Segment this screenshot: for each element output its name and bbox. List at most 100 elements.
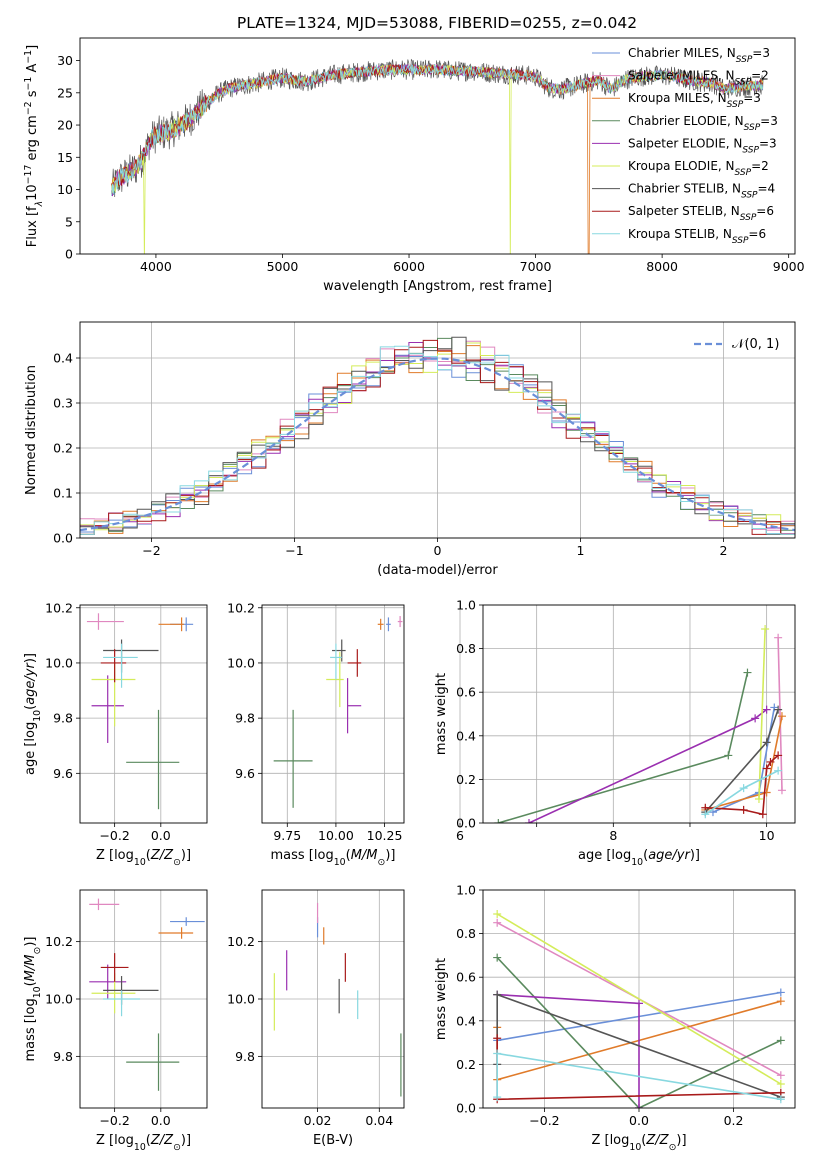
x-tick-label: 9000 [773,259,805,274]
y-tick-label: 0.2 [456,772,476,787]
series-line [758,628,766,800]
y-tick-label: 0.3 [53,396,73,411]
series-line [498,672,749,823]
spectrum-legend: Chabrier MILES, NSSP=3 Salpeter MILES, NS… [592,46,778,246]
x-axis-label: E(B-V) [313,1133,353,1148]
x-tick-label: 0.0 [151,1113,171,1128]
errorbar-point-chabrier-miles [386,617,391,632]
x-axis-label: (data-model)/error [377,563,498,578]
y-tick-label: 1.0 [456,598,476,613]
y-tick-label: 9.8 [235,1049,255,1064]
y-tick-label: 1.0 [456,883,476,898]
x-tick-label: 7000 [520,259,552,274]
spectrum-line-chabrier-miles [111,63,764,195]
x-tick-label: 1 [577,543,585,558]
y-tick-label: 0.8 [456,926,476,941]
x-tick-label: 0.0 [629,1113,649,1128]
spectrum-panel: 4000 5000 6000 7000 8000 9000 0 5 10 15 20 25 30 wave… [23,37,805,294]
x-axis-label: age [log10(age/yr)] [578,848,700,868]
x-tick-label: 0.2 [724,1113,744,1128]
histogram-step-kroupa-stelib [80,345,795,535]
legend-entry: Salpeter MILES, NSSP=2 [628,69,769,88]
y-tick-label: 0.4 [456,728,476,743]
y-axis-label: mass weight [434,958,449,1040]
y-tick-label: 10.2 [45,600,73,615]
plot-area [111,58,764,254]
series-marker [774,766,783,775]
errorbar-point-chabrier-stelib [332,639,346,662]
y-tick-label: 0.2 [456,1057,476,1072]
series-marker [751,714,760,723]
y-tick-label: 0.2 [53,441,73,456]
series-marker [754,795,763,804]
x-tick-label: −2 [142,543,160,558]
x-tick-label: 9.75 [273,828,301,843]
y-tick-label: 0.0 [456,1101,476,1116]
series-marker [493,1049,502,1058]
x-axis-label: wavelength [Angstrom, rest frame] [323,279,552,294]
y-tick-label: 9.8 [53,1049,73,1064]
line-series-kroupa-miles [701,712,786,814]
series-marker [701,810,710,819]
plot-area [493,909,785,1108]
plot-area [80,336,795,535]
x-tick-label: 8000 [646,259,678,274]
x-axis-label: mass [log10(M/M⊙)] [271,848,396,868]
axes-frame [261,604,405,824]
x-tick-label: 0.0 [151,828,171,843]
plot-area [89,898,205,1091]
legend-entry: Salpeter ELODIE, NSSP=3 [628,136,777,155]
axes-frame [482,604,796,824]
series-marker [494,819,503,823]
errorbar-point-chabrier-stelib [103,639,159,673]
x-tick-label: −0.2 [529,1113,559,1128]
y-tick-label: 30 [57,53,73,68]
y-axis-label: mass weight [434,673,449,755]
x-tick-label: −0.2 [99,1113,129,1128]
series-marker [776,1036,785,1045]
series-marker [776,1095,785,1104]
figure-title: PLATE=1324, MJD=53088, FIBERID=0255, z=0… [237,14,637,32]
series-marker [776,1080,785,1089]
errorbar-point-salpeter-elodie [346,678,362,734]
y-tick-label: 0.6 [456,970,476,985]
legend-entry: 𝒩(0, 1) [732,337,779,352]
line-series-kroupa-elodie [493,909,785,1089]
series-marker [758,810,767,819]
legend-entry: Chabrier STELIB, NSSP=4 [628,182,775,201]
x-tick-label: 10 [759,828,775,843]
series-marker [762,705,771,714]
y-tick-label: 10.0 [227,992,255,1007]
errorbar-point-chabrier-elodie [273,709,313,808]
y-axis-label: age [log10(age/yr)] [23,653,43,775]
series-marker [774,705,783,714]
mass-vs-ebv-panel: 0.02 0.04 9.8 10.0 10.2 E(B-V) [227,889,405,1148]
massweight-vs-age-panel: 6 8 10 0.0 0.2 0.4 0.6 0.8 1.0 age [log10(age/yr)… [434,598,796,868]
y-tick-label: 10.2 [227,600,255,615]
y-tick-label: 0.0 [456,816,476,831]
y-tick-label: 10 [57,182,73,197]
series-line [496,957,782,1108]
series-line [496,913,782,1085]
legend-entry: Chabrier MILES, NSSP=3 [628,46,770,65]
x-tick-label: 0.04 [365,1113,393,1128]
line-series-salpeter-stelib [701,751,783,819]
series-marker [776,1071,785,1080]
spectrum-line-chabrier-elodie [111,64,763,195]
spectrum-line-salpeter-elodie [111,63,763,197]
errorbar-point-chabrier-miles [170,917,205,926]
legend-entry: Kroupa STELIB, NSSP=6 [628,227,766,246]
errorbar-point-salpeter-miles [397,616,403,628]
x-axis-label: Z [log10(Z/Z⊙)] [96,1133,191,1153]
series-marker [766,757,775,766]
y-tick-label: 10.2 [45,934,73,949]
x-tick-label: −1 [285,543,303,558]
line-series-salpeter-miles [774,633,786,795]
series-marker [774,751,783,760]
series-marker [493,909,502,918]
line-series-salpeter-elodie [493,990,643,1108]
series-marker [635,1104,643,1108]
y-tick-label: 9.6 [235,766,255,781]
y-tick-label: 0.4 [53,351,73,366]
